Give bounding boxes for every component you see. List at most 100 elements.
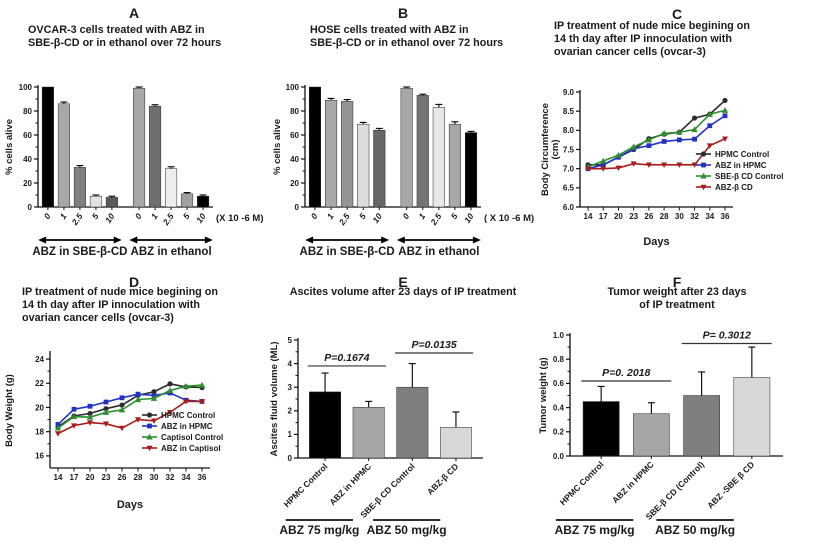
svg-text:Days: Days: [117, 499, 143, 511]
svg-text:32: 32: [690, 212, 699, 221]
panel-f-tumor-weight: F Tumor weight after 23 days of IP treat…: [538, 272, 816, 545]
svg-text:HPMC Control: HPMC Control: [558, 459, 606, 507]
svg-text:80: 80: [23, 107, 32, 116]
svg-text:P=0.0135: P=0.0135: [411, 339, 456, 351]
svg-text:34: 34: [705, 212, 714, 221]
svg-text:( X 10 -6 M): ( X 10 -6 M): [484, 213, 534, 224]
body-weight-line-chart: 16 18 20 22 24 Body Weight (g) 14 17 20 23 26 28 30 3…: [4, 351, 223, 511]
svg-text:20: 20: [86, 473, 95, 482]
svg-text:100: 100: [286, 83, 300, 92]
svg-text:P=0. 2018: P=0. 2018: [602, 367, 650, 379]
svg-text:ABZ-β CD: ABZ-β CD: [715, 183, 753, 192]
svg-text:0.4: 0.4: [553, 403, 565, 412]
svg-text:2.5: 2.5: [160, 211, 176, 227]
svg-text:Days: Days: [643, 236, 669, 248]
svg-text:8.5: 8.5: [563, 107, 575, 116]
svg-text:2.5: 2.5: [428, 211, 444, 227]
svg-text:ABZ-β CD: ABZ-β CD: [425, 461, 460, 496]
svg-text:10: 10: [194, 211, 208, 225]
svg-text:ABZ 50 mg/kg: ABZ 50 mg/kg: [367, 523, 447, 537]
svg-text:0.8: 0.8: [553, 355, 565, 364]
svg-text:0: 0: [309, 211, 320, 221]
svg-text:ABZ in Captisol: ABZ in Captisol: [161, 444, 221, 453]
svg-text:36: 36: [721, 212, 730, 221]
svg-text:0: 0: [28, 203, 33, 212]
panel-a-ovcar3-viability: A OVCAR-3 cells treated with ABZ in SBE-…: [0, 0, 268, 272]
svg-text:1: 1: [288, 430, 293, 439]
svg-text:5: 5: [357, 211, 368, 221]
svg-text:Captisol Control: Captisol Control: [161, 433, 223, 442]
svg-text:0: 0: [295, 203, 300, 212]
svg-text:ABZ in HPMC: ABZ in HPMC: [610, 459, 656, 505]
svg-text:32: 32: [166, 473, 175, 482]
svg-text:28: 28: [660, 212, 669, 221]
panel-label: E: [398, 274, 408, 290]
svg-text:0: 0: [400, 211, 411, 221]
svg-text:2: 2: [288, 407, 293, 416]
svg-text:ABZ 75 mg/kg: ABZ 75 mg/kg: [279, 523, 359, 537]
panel-title: Tumor weight after 23 days of IP treatme…: [607, 286, 747, 311]
svg-text:ABZ in HPMC: ABZ in HPMC: [161, 422, 213, 431]
svg-text:26: 26: [118, 473, 127, 482]
svg-text:6.0: 6.0: [563, 203, 575, 212]
svg-text:Body Circumference(cm): Body Circumference(cm): [540, 103, 561, 196]
svg-text:2.5: 2.5: [336, 211, 352, 227]
svg-text:3: 3: [288, 383, 293, 392]
panel-label: B: [397, 5, 409, 21]
svg-text:ABZ 50 mg/kg: ABZ 50 mg/kg: [655, 523, 735, 537]
svg-text:7.5: 7.5: [563, 145, 575, 154]
svg-text:10: 10: [103, 211, 117, 225]
svg-text:ABZ in ethanol: ABZ in ethanol: [131, 246, 212, 258]
svg-text:Tumor weight (g): Tumor weight (g): [538, 357, 549, 433]
svg-text:36: 36: [198, 473, 207, 482]
svg-text:17: 17: [70, 473, 79, 482]
svg-text:0: 0: [133, 211, 144, 221]
svg-text:ABZ in HPMC: ABZ in HPMC: [327, 461, 373, 507]
panel-title: HOSE cells treated with ABZ in SBE-β-CD …: [310, 24, 504, 49]
svg-text:0: 0: [288, 454, 293, 463]
svg-text:HPMC Control: HPMC Control: [282, 461, 330, 509]
svg-text:60: 60: [290, 131, 299, 140]
svg-text:60: 60: [23, 131, 32, 140]
svg-text:HPMC Control: HPMC Control: [161, 411, 215, 420]
svg-text:5: 5: [181, 211, 192, 221]
svg-text:0.6: 0.6: [553, 379, 565, 388]
svg-text:20: 20: [35, 403, 44, 412]
svg-text:0.0: 0.0: [553, 452, 565, 461]
svg-text:ABZ in SBE-β-CD: ABZ in SBE-β-CD: [32, 246, 127, 258]
svg-text:ABZ in SBE-β-CD: ABZ in SBE-β-CD: [300, 246, 395, 258]
panel-title: IP treatment of nude mice begining on 14…: [22, 286, 218, 324]
svg-text:ABZ 75 mg/kg: ABZ 75 mg/kg: [555, 523, 635, 537]
svg-text:4: 4: [288, 359, 293, 368]
svg-text:20: 20: [290, 179, 299, 188]
svg-text:1: 1: [416, 211, 427, 221]
panel-title: OVCAR-3 cells treated with ABZ in SBE-β-…: [28, 24, 222, 49]
panel-title: Ascites volume after 23 days of IP treat…: [289, 286, 517, 298]
svg-text:1: 1: [149, 211, 160, 221]
panel-e-ascites-volume: E Ascites volume after 23 days of IP tre…: [268, 272, 538, 545]
svg-text:P= 0.3012: P= 0.3012: [703, 329, 751, 341]
svg-text:1: 1: [325, 211, 336, 221]
svg-text:1.0: 1.0: [553, 331, 565, 340]
panel-label: A: [128, 5, 140, 21]
svg-text:40: 40: [290, 155, 299, 164]
svg-text:0.2: 0.2: [553, 428, 565, 437]
svg-text:2.5: 2.5: [69, 211, 85, 227]
svg-text:ABZ in ethanol: ABZ in ethanol: [398, 246, 479, 258]
svg-text:0: 0: [42, 211, 53, 221]
svg-text:6.5: 6.5: [563, 184, 575, 193]
svg-text:1: 1: [58, 211, 69, 221]
svg-text:14: 14: [54, 473, 63, 482]
svg-text:30: 30: [150, 473, 159, 482]
svg-text:5: 5: [90, 211, 101, 221]
svg-text:% cells alive: % cells alive: [272, 119, 283, 175]
svg-text:28: 28: [134, 473, 143, 482]
svg-text:5: 5: [288, 336, 293, 345]
svg-text:20: 20: [614, 212, 623, 221]
svg-text:HPMC Control: HPMC Control: [715, 150, 769, 159]
svg-text:40: 40: [23, 155, 32, 164]
svg-text:23: 23: [629, 212, 638, 221]
